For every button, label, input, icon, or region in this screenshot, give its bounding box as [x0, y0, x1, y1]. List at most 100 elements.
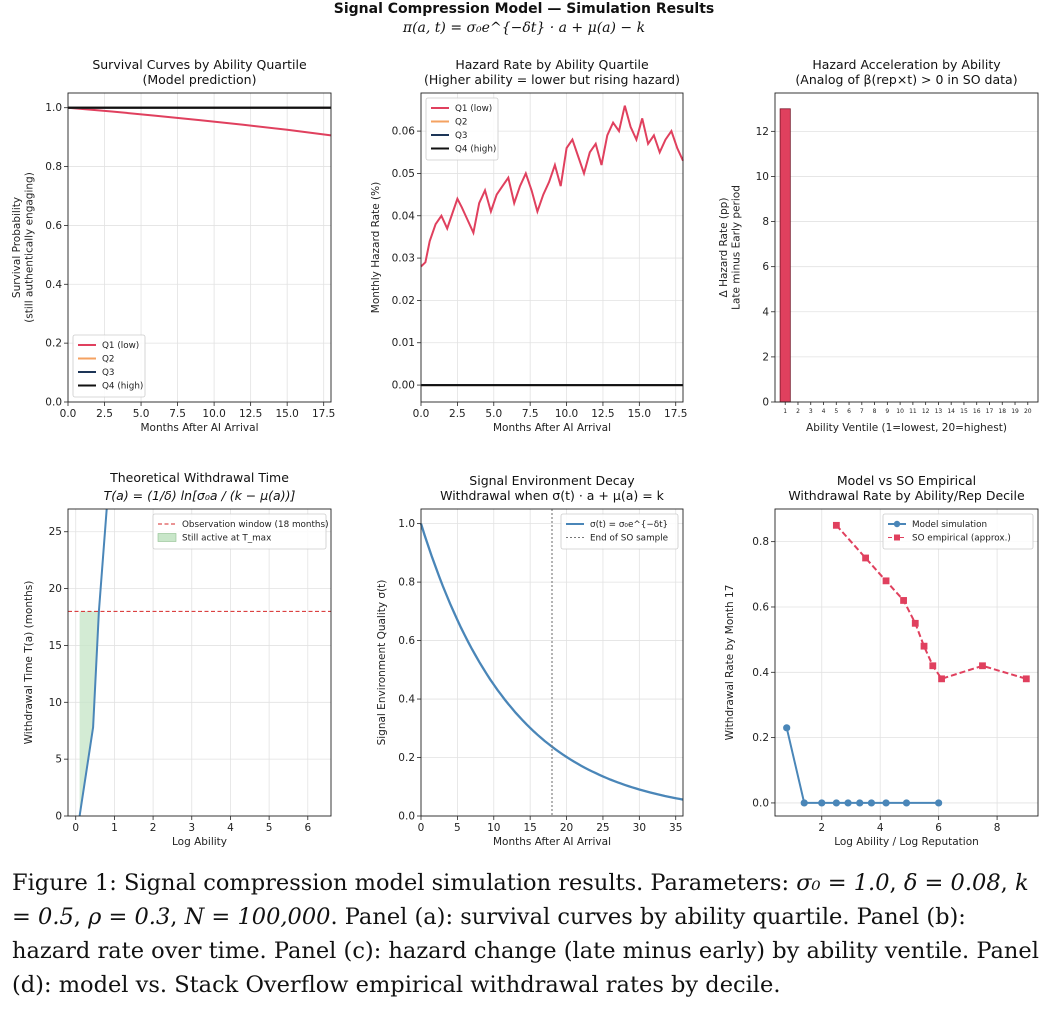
x-tick-label: 4	[227, 822, 234, 834]
panel-title: Theoretical Withdrawal Time	[109, 470, 289, 485]
panel-title: Model vs SO Empirical	[837, 473, 976, 488]
y-axis-label: Signal Environment Quality σ(t)	[376, 580, 388, 746]
y-tick-label: 1.0	[398, 518, 415, 530]
y-tick-label: 0.2	[398, 752, 415, 764]
y-tick-label: 0.6	[398, 635, 415, 647]
y-tick-label: 0.4	[45, 279, 62, 291]
x-tick-label: 9	[885, 408, 889, 415]
legend-label: Q2	[102, 355, 115, 365]
x-tick-label: 30	[633, 822, 646, 834]
x-tick-label: 8	[994, 822, 1001, 834]
x-tick-label: 1	[111, 822, 118, 834]
x-tick-label: 10	[896, 408, 904, 415]
plot-frame	[67, 508, 332, 817]
data-point	[911, 619, 919, 627]
legend: Model simulation SO empirical (approx.)	[882, 513, 1034, 550]
x-tick-label: 2.5	[449, 408, 466, 420]
y-tick-label: 0.6	[45, 220, 62, 232]
legend-marker	[893, 520, 901, 528]
panel-title: Signal Environment Decay	[469, 473, 635, 488]
x-tick-label: 15.0	[275, 408, 298, 420]
y-tick-label: 0.4	[752, 667, 769, 679]
panel-withdrawal: Theoretical Withdrawal Time T(a) = (1/δ) …	[23, 470, 332, 848]
caption-n: N = 100,000	[184, 904, 331, 930]
plot-frame	[774, 508, 1039, 817]
x-tick-label: 6	[847, 408, 851, 415]
x-tick-label: 1	[783, 408, 787, 415]
data-point	[867, 799, 876, 807]
x-tick-label: 17	[986, 408, 994, 415]
x-tick-label: 5.0	[133, 408, 150, 420]
y-tick-label: 0.01	[392, 337, 415, 349]
y-tick-label: 0.0	[752, 797, 769, 809]
x-axis-label: Ability Ventile (1=lowest, 20=highest)	[806, 422, 1007, 434]
y-axis-label: Δ Hazard Rate (pp)	[718, 198, 730, 298]
x-tick-label: 0	[418, 822, 425, 834]
x-tick-label: 7.5	[522, 408, 539, 420]
x-tick-label: 20	[1024, 408, 1032, 415]
data-point	[800, 799, 808, 807]
x-tick-label: 17.5	[664, 408, 687, 420]
legend-label: SO empirical (approx.)	[912, 534, 1011, 544]
x-tick-label: 12.5	[591, 408, 614, 420]
y-tick-label: 0	[55, 811, 62, 823]
data-point	[900, 597, 907, 604]
legend-label: Q4 (high)	[455, 145, 496, 155]
caption-delta: δ = 0.08	[903, 870, 1001, 896]
legend-label: Q1 (low)	[102, 341, 139, 351]
data-point	[1022, 675, 1030, 683]
x-tick-label: 7.5	[169, 408, 186, 420]
y-axis-label: Withdrawal Time T(a) (months)	[23, 581, 35, 745]
legend-label: Q3	[102, 368, 115, 378]
legend-box	[560, 513, 679, 550]
legend-label: Still active at T_max	[182, 534, 271, 544]
series-line	[67, 106, 332, 137]
legend-label: Observation window (18 months)	[182, 520, 329, 530]
y-tick-label: 2	[762, 351, 769, 363]
panel-acceleration: Hazard Acceleration by Ability(Analog of…	[718, 57, 1039, 434]
y-tick-label: 5	[55, 754, 62, 766]
data-point	[818, 799, 826, 807]
data-point	[862, 554, 869, 562]
x-tick-label: 15.0	[628, 408, 651, 420]
panel-subtitle: Withdrawal Rate by Ability/Rep Decile	[788, 488, 1025, 503]
legend: Observation window (18 months) Still acti…	[152, 513, 329, 550]
data-point	[979, 662, 986, 670]
data-point	[920, 642, 928, 650]
data-point	[938, 675, 945, 683]
x-tick-label: 20	[560, 822, 573, 834]
y-tick-label: 20	[49, 583, 62, 595]
data-point	[902, 799, 911, 807]
y-tick-label: 1.0	[45, 102, 62, 114]
x-tick-label: 5.0	[485, 408, 502, 420]
figure-title: Signal Compression Model — Simulation Re…	[333, 1, 715, 17]
panel-subtitle: Withdrawal when σ(t) · a + μ(a) = k	[440, 488, 665, 503]
legend-box	[152, 513, 327, 550]
y-tick-label: 0.6	[752, 601, 769, 613]
data-point	[783, 724, 791, 732]
plot-frame	[67, 92, 332, 403]
series-line	[785, 727, 939, 804]
caption-k: k = 0.5	[12, 870, 1029, 930]
figure-caption: Figure 1: Signal compression model simul…	[12, 870, 1039, 998]
x-tick-label: 0.0	[60, 408, 77, 420]
x-tick-label: 19	[1011, 408, 1019, 415]
y-tick-label: 10	[49, 697, 62, 709]
y-axis-label: Withdrawal Rate by Month 17	[724, 585, 736, 741]
panel-subtitle: (Analog of β(rep×t) > 0 in SO data)	[795, 72, 1017, 87]
x-axis-label: Log Ability	[172, 836, 227, 848]
x-tick-label: 0	[72, 822, 79, 834]
x-tick-label: 5	[834, 408, 838, 415]
y-tick-label: 0	[762, 397, 769, 409]
x-tick-label: 2.5	[96, 408, 113, 420]
plot-frame	[420, 508, 684, 817]
figure-canvas: Survival Curves by Ability Quartile(Mode…	[11, 57, 1039, 848]
series-line	[420, 105, 684, 268]
legend-label: Q2	[455, 118, 468, 128]
data-point	[882, 577, 890, 585]
series-line	[78, 508, 108, 817]
x-tick-label: 5	[454, 822, 461, 834]
y-tick-label: 10	[756, 171, 769, 183]
legend-box	[72, 334, 146, 398]
